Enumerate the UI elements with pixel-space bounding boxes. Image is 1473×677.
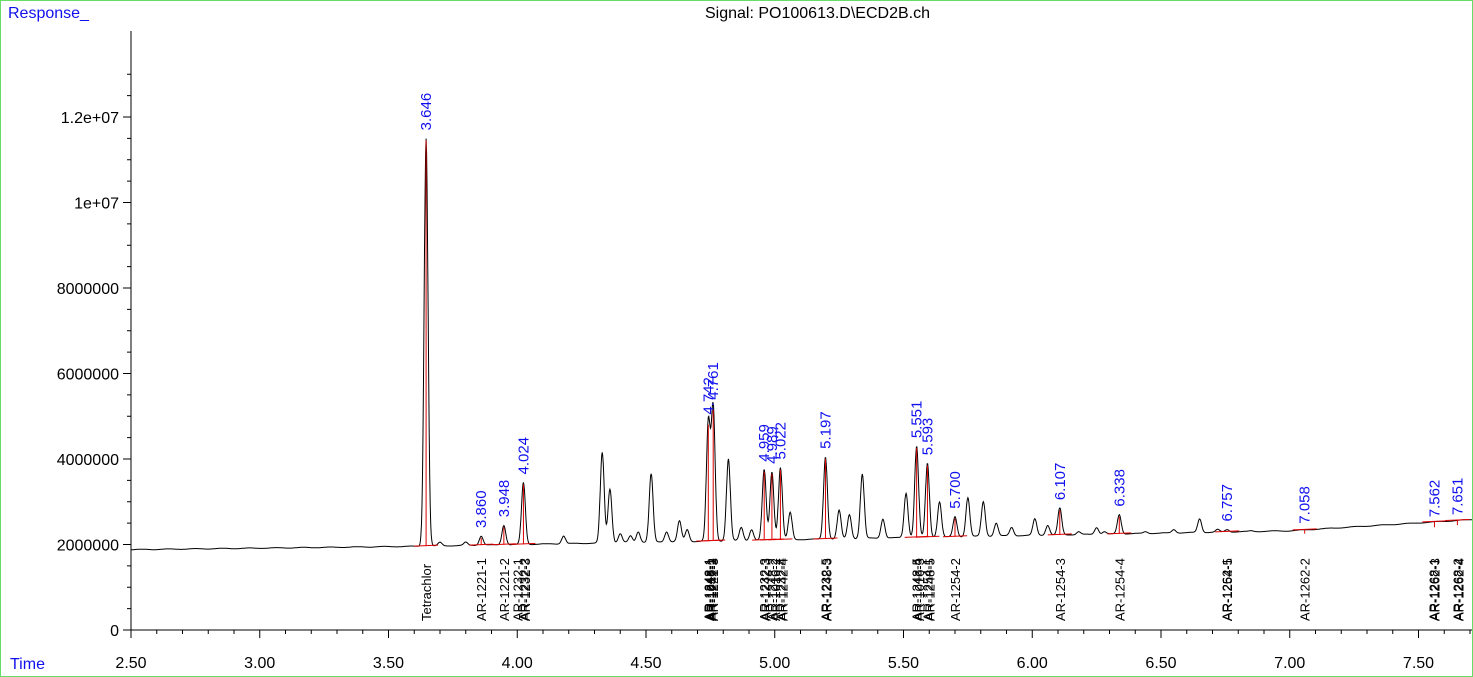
compound-label: AR-1248-2 <box>765 558 780 621</box>
chart-title: Signal: PO100613.D\ECD2B.ch <box>704 5 930 22</box>
compound-label: AR-1221-3 <box>706 558 721 621</box>
peak-rt-label: 4.761 <box>705 362 722 400</box>
compound-label: AR-1262-1 <box>1220 558 1235 621</box>
x-tick-label: 4.50 <box>630 655 661 672</box>
compound-label: AR-1232-1 <box>510 558 525 621</box>
compound-label: AR-1016-1 <box>703 558 718 621</box>
peak-rt-label: 5.022 <box>772 422 789 460</box>
compound-label: AR-1232-3 <box>518 558 533 621</box>
y-tick-label: 1.2e+07 <box>61 110 119 127</box>
compound-label: AR-1242-1 <box>701 558 716 621</box>
y-tick-label: 4000000 <box>57 452 119 469</box>
peak-rt-label: 5.551 <box>909 401 926 439</box>
integration-baseline <box>1292 528 1317 531</box>
peak-rt-label: 4.959 <box>756 424 773 462</box>
peak-rt-label: 5.197 <box>817 411 834 449</box>
compound-label: AR-1262-3 <box>1427 558 1442 621</box>
compound-label: AR-1232-2 <box>516 558 531 621</box>
integration-baseline <box>1445 519 1470 522</box>
y-tick-label: 6000000 <box>57 367 119 384</box>
compound-label: AR-1248-1 <box>702 558 717 621</box>
compound-label: AR-1254-1 <box>920 558 935 621</box>
peak-rt-label: 3.860 <box>473 490 490 528</box>
y-tick-label: 2000000 <box>57 538 119 555</box>
integration-baseline <box>1422 520 1447 523</box>
x-tick-label: 3.00 <box>244 655 275 672</box>
x-tick-label: 5.50 <box>888 655 919 672</box>
compound-label: AR-1262-2 <box>1298 558 1313 621</box>
compound-label: AR-1232-4 <box>773 558 788 621</box>
x-tick-label: 7.00 <box>1274 655 1305 672</box>
y-tick-label: 8000000 <box>57 281 119 298</box>
compound-label: AR-1254-5 <box>1220 558 1235 621</box>
compound-label: AR-1242-4 <box>775 558 790 621</box>
peak-rt-label: 4.024 <box>515 437 532 475</box>
x-tick-label: 2.50 <box>115 655 146 672</box>
peak-rt-label: 4.989 <box>764 426 781 464</box>
compound-label: AR-1242-3 <box>759 558 774 621</box>
chromatogram-trace <box>130 138 1472 551</box>
integration-baseline <box>1215 530 1240 533</box>
compound-label: AR-1248-5 <box>922 558 937 621</box>
compound-label: AR-1254-3 <box>1053 558 1068 621</box>
x-axis-label: Time <box>10 656 45 673</box>
compound-label: AR-1016-2 <box>768 558 783 621</box>
compound-label: AR-1248-4 <box>910 558 925 621</box>
x-tick-label: 7.50 <box>1403 655 1434 672</box>
peak-rt-label: 5.700 <box>947 471 964 509</box>
compound-label: AR-1248-3 <box>819 558 834 621</box>
x-tick-label: 5.00 <box>759 655 790 672</box>
peak-rt-label: 4.742 <box>700 377 717 415</box>
x-tick-label: 6.50 <box>1145 655 1176 672</box>
compound-label: Tetrachlor <box>419 563 434 621</box>
x-tick-label: 6.00 <box>1017 655 1048 672</box>
x-tick-label: 3.50 <box>373 655 404 672</box>
peak-rt-label: 6.757 <box>1219 484 1236 522</box>
compound-label: AR-1221-2 <box>497 558 512 621</box>
compound-label: AR-1221-1 <box>474 558 489 621</box>
y-tick-label: 1e+07 <box>74 196 119 213</box>
compound-label: AR-1242-2 <box>705 558 720 621</box>
compound-label: AR-1268-2 <box>1450 558 1465 621</box>
peak-rt-label: 5.593 <box>919 418 936 456</box>
compound-label: AR-1016-3 <box>912 558 927 621</box>
compound-label: AR-1232-5 <box>818 558 833 621</box>
compound-label: AR-1232-3 <box>757 558 772 621</box>
compound-label: AR-1254-4 <box>1112 558 1127 621</box>
peak-rt-label: 3.948 <box>496 480 513 518</box>
peak-rt-label: 7.562 <box>1426 480 1443 518</box>
peak-rt-label: 3.646 <box>418 93 435 131</box>
peak-rt-label: 7.651 <box>1449 478 1466 516</box>
compound-label: AR-1254-2 <box>948 558 963 621</box>
peak-rt-label: 6.338 <box>1111 469 1128 507</box>
peak-rt-label: 6.107 <box>1052 463 1069 501</box>
compound-label: AR-1242-5 <box>909 558 924 621</box>
y-tick-label: 0 <box>110 623 119 640</box>
compound-label: AR-1262-4 <box>1451 558 1466 621</box>
compound-label: AR-1268-1 <box>1426 558 1441 621</box>
y-axis-label: Response_ <box>8 5 89 22</box>
x-tick-label: 4.00 <box>502 655 533 672</box>
peak-rt-label: 7.058 <box>1297 486 1314 524</box>
